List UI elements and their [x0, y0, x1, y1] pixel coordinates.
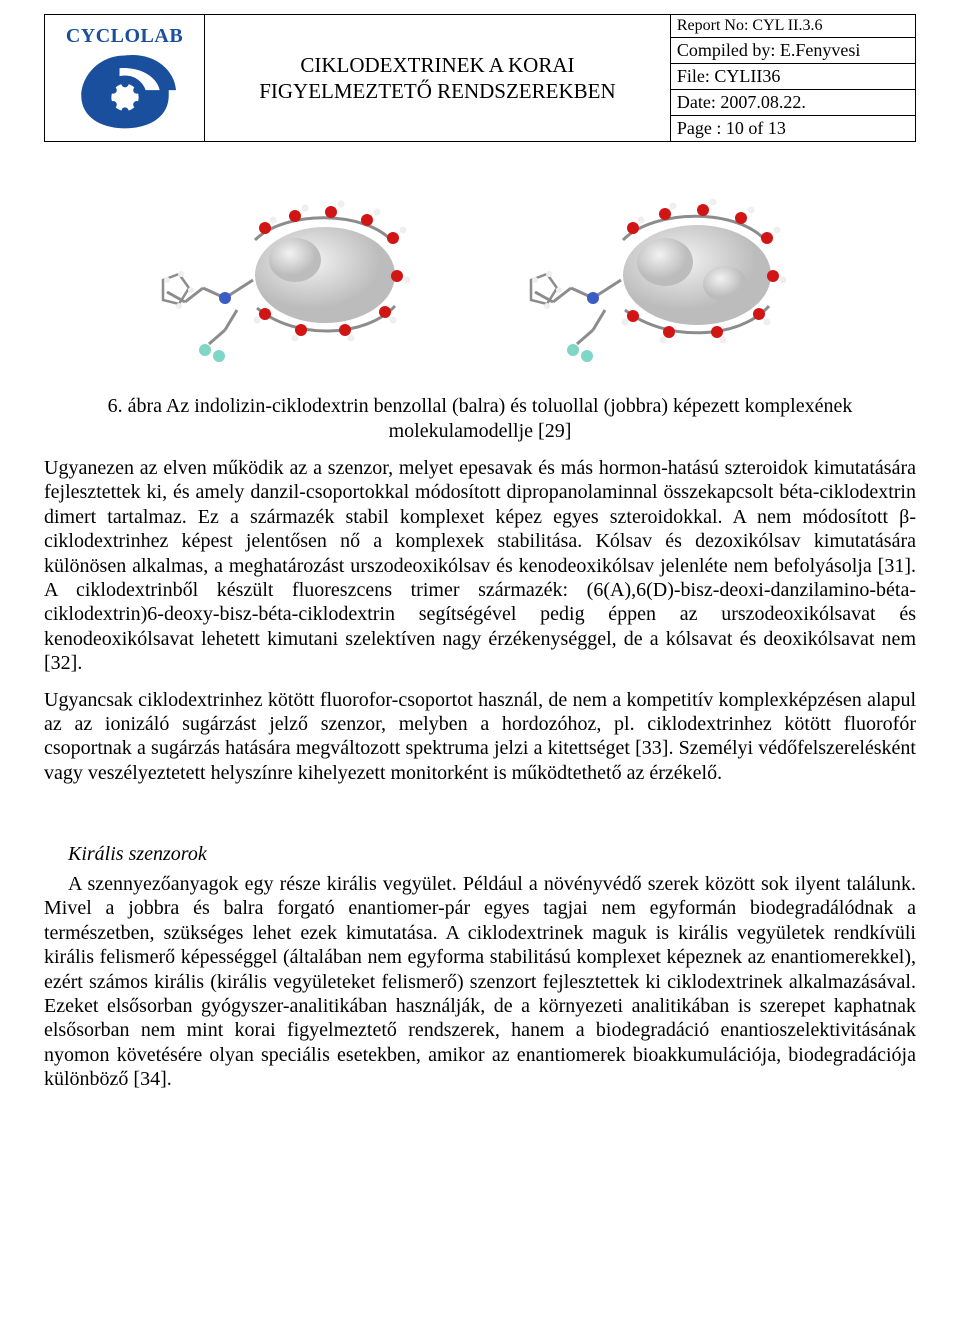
file: File: CYLII36 — [670, 64, 915, 90]
paragraph-3: A szennyezőanyagok egy része királis veg… — [44, 872, 916, 1092]
title-line1: CIKLODEXTRINEK A KORAI — [300, 53, 574, 77]
document-title: CIKLODEXTRINEK A KORAI FIGYELMEZTETŐ REN… — [205, 15, 671, 142]
molecule-left-icon — [145, 180, 445, 380]
page: Page : 10 of 13 — [670, 116, 915, 142]
logo-text: CYCLOLAB — [66, 25, 183, 48]
figure-caption: 6. ábra Az indolizin-ciklodextrin benzol… — [44, 394, 916, 444]
compiled-by: Compiled by: E.Fenyvesi — [670, 38, 915, 64]
cyclolab-logo-icon — [70, 50, 180, 132]
figure-area — [44, 180, 916, 380]
date: Date: 2007.08.22. — [670, 90, 915, 116]
paragraph-1: Ugyanezen az elven működik az a szenzor,… — [44, 456, 916, 676]
paragraph-2: Ugyancsak ciklodextrinhez kötött fluorof… — [44, 688, 916, 786]
document-header: CYCLOLAB CIKLODEXTRINEK A KORAI FIGYELME… — [44, 14, 916, 142]
report-no: Report No: CYL II.3.6 — [670, 15, 915, 38]
title-line2: FIGYELMEZTETŐ RENDSZEREKBEN — [259, 79, 615, 103]
logo-cell: CYCLOLAB — [45, 15, 205, 142]
subheading-chiral: Királis szenzorok — [44, 843, 916, 866]
molecule-right-icon — [515, 180, 815, 380]
